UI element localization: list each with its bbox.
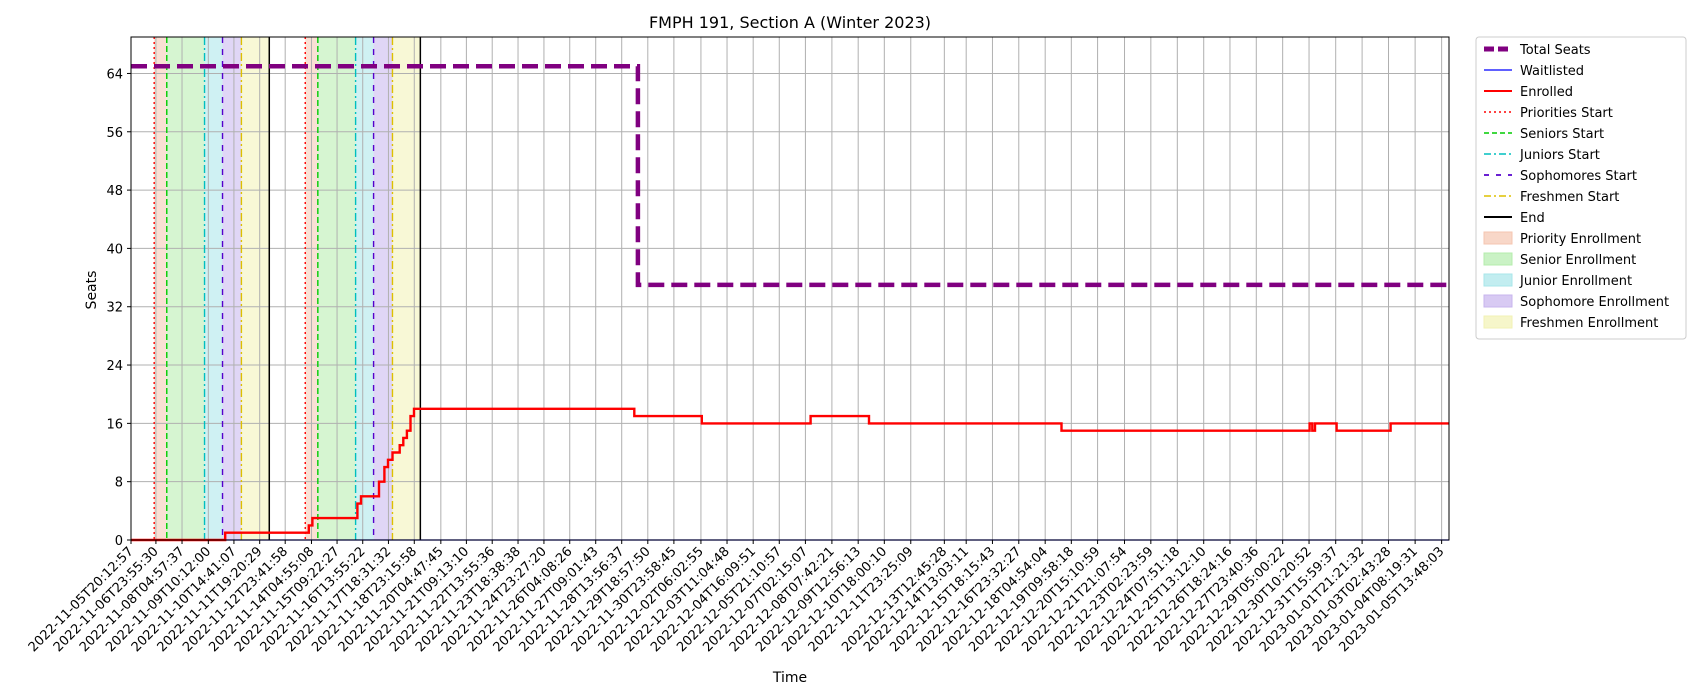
y-tick-label-3: 24 xyxy=(106,359,123,374)
y-axis-ticks: 0 8 16 24 32 40 48 56 64 xyxy=(106,67,131,549)
span-juniors-1 xyxy=(355,37,374,540)
grid-lines xyxy=(130,37,1449,541)
legend-swatch-priority-enrollment xyxy=(1483,231,1513,245)
y-tick-label-0: 0 xyxy=(115,534,123,549)
legend-label-waitlisted: Waitlisted xyxy=(1520,64,1584,79)
legend-box xyxy=(1475,36,1687,340)
span-freshmen-1 xyxy=(392,37,421,540)
y-tick-label-4: 32 xyxy=(106,301,123,316)
x-axis-title: Time xyxy=(772,670,807,686)
legend-label-freshmen-enrollment: Freshmen Enrollment xyxy=(1520,316,1658,331)
legend-label-sophomores-start: Sophomores Start xyxy=(1520,169,1637,184)
legend-swatch-junior-enrollment xyxy=(1483,273,1513,287)
span-juniors-0 xyxy=(204,37,223,540)
plot-area-frame xyxy=(130,36,1450,541)
legend: Total Seats Waitlisted Enrolled Priorities … xyxy=(1475,36,1687,340)
legend-label-seniors-start: Seniors Start xyxy=(1520,127,1604,142)
y-tick-label-2: 16 xyxy=(106,417,123,432)
series-enrolled xyxy=(131,407,1449,542)
span-priority-0 xyxy=(154,37,167,540)
legend-label-enrolled: Enrolled xyxy=(1520,85,1573,100)
span-seniors-0 xyxy=(166,37,205,540)
legend-label-senior-enrollment: Senior Enrollment xyxy=(1520,253,1636,268)
legend-label-total-seats: Total Seats xyxy=(1519,43,1591,58)
span-sophomores-1 xyxy=(373,37,393,540)
y-tick-label-7: 56 xyxy=(106,126,123,141)
y-tick-label-5: 40 xyxy=(106,242,123,257)
legend-label-junior-enrollment: Junior Enrollment xyxy=(1519,274,1632,289)
legend-label-priorities-start: Priorities Start xyxy=(1520,106,1613,121)
legend-label-freshmen-start: Freshmen Start xyxy=(1520,190,1619,205)
y-tick-label-1: 8 xyxy=(115,476,123,491)
legend-label-sophomore-enrollment: Sophomore Enrollment xyxy=(1520,295,1669,310)
legend-swatch-freshmen-enrollment xyxy=(1483,315,1513,329)
y-tick-label-6: 48 xyxy=(106,184,123,199)
legend-swatch-sophomore-enrollment xyxy=(1483,294,1513,308)
legend-label-end: End xyxy=(1520,211,1545,226)
legend-swatch-senior-enrollment xyxy=(1483,252,1513,266)
y-axis-title: Seats xyxy=(84,271,100,310)
series-total-seats xyxy=(131,63,1449,288)
span-sophomores-0 xyxy=(222,37,242,540)
chart-title: FMPH 191, Section A (Winter 2023) xyxy=(649,13,931,32)
legend-label-priority-enrollment: Priority Enrollment xyxy=(1520,232,1641,247)
legend-label-juniors-start: Juniors Start xyxy=(1519,148,1600,163)
y-tick-label-8: 64 xyxy=(106,67,123,82)
x-axis-ticks: 2022-11-05T20:12:572022-11-06T23:55:3020… xyxy=(26,540,1447,655)
span-freshmen-0 xyxy=(241,37,270,540)
enrollment-period-spans xyxy=(154,37,421,540)
